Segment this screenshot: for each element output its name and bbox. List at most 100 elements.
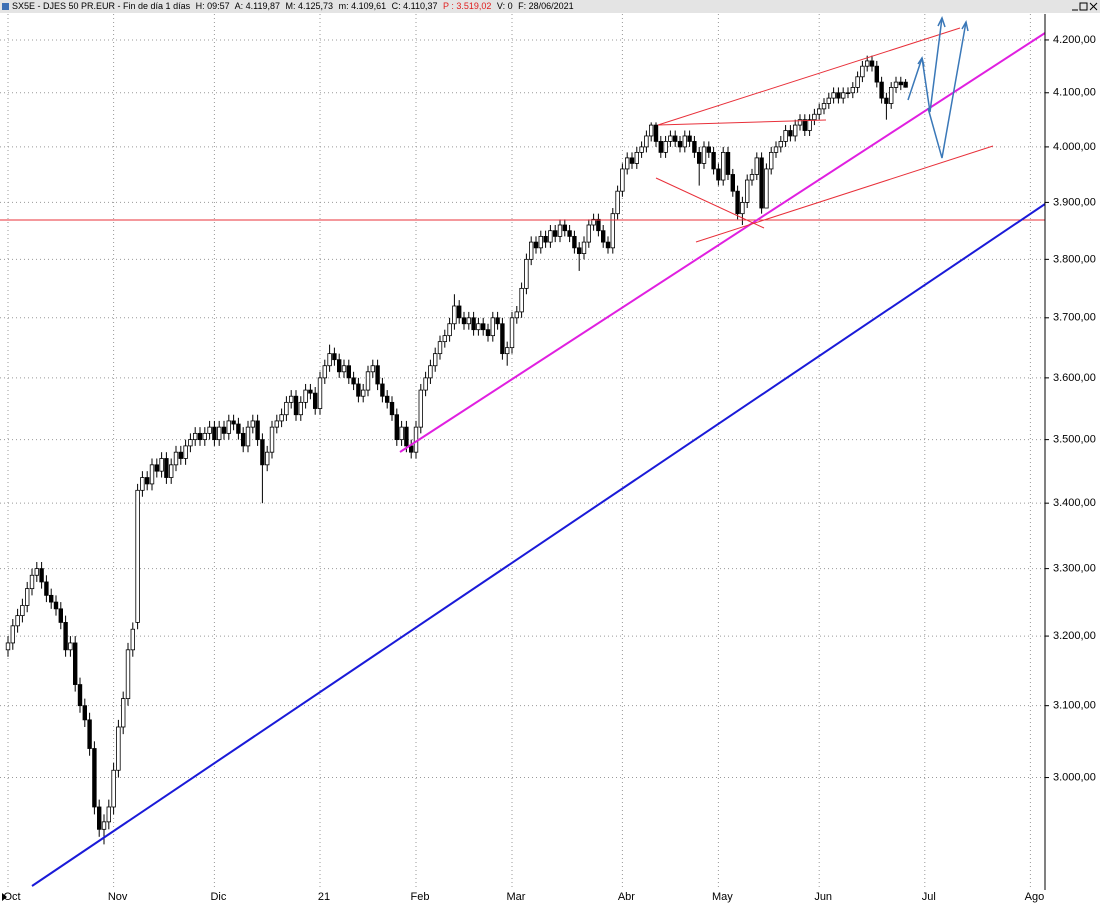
candle-body	[793, 124, 798, 137]
candle-body	[250, 420, 255, 428]
candle-body	[826, 97, 831, 104]
candle-body	[778, 141, 783, 148]
candle-body	[452, 305, 457, 325]
y-tick-label: 4.100,00	[1053, 87, 1096, 99]
candle-body	[168, 464, 174, 478]
candle-body	[721, 151, 726, 181]
x-tick-label: 21	[318, 891, 330, 903]
candle-body	[740, 202, 745, 215]
candle-body	[701, 146, 707, 164]
candle-body	[831, 92, 836, 99]
candle-body	[135, 489, 140, 623]
candle-body	[39, 568, 44, 583]
candle-body	[5, 642, 11, 651]
candle-body	[548, 230, 553, 243]
candle-body	[269, 426, 275, 453]
candle-body	[20, 605, 25, 617]
candle-body	[394, 414, 399, 441]
candle-body	[524, 258, 529, 289]
candle-body	[480, 323, 486, 331]
candle-body	[173, 451, 179, 466]
candle-body	[370, 365, 375, 373]
candle-body	[389, 401, 395, 416]
candle-body	[797, 119, 803, 126]
candle-body	[53, 601, 59, 610]
candle-body	[312, 392, 318, 409]
candle-body	[29, 574, 35, 590]
candle-body	[212, 426, 217, 441]
candle-body	[812, 113, 817, 121]
channel-line	[657, 27, 961, 126]
candle-body	[279, 414, 284, 422]
header-title: SX5E - DJES 50 PR.EUR - Fin de día 1 día…	[12, 1, 191, 11]
candle-body	[130, 628, 135, 651]
candle-body	[735, 190, 740, 215]
candle-body	[802, 119, 807, 131]
candle-body	[365, 371, 371, 391]
candle-body	[783, 130, 788, 142]
candle-body	[543, 235, 548, 243]
candle-body	[178, 451, 183, 459]
header-field: m: 4.109,61	[339, 1, 387, 11]
scroll-marker	[2, 893, 7, 901]
candle-body	[629, 157, 635, 164]
candle-body	[821, 103, 827, 110]
close[interactable]	[1089, 2, 1098, 11]
header-field: A: 4.119,87	[235, 1, 280, 11]
candle-body	[581, 241, 587, 254]
x-tick-label: Abr	[618, 891, 635, 903]
candle-body	[149, 464, 155, 485]
forecast-arrow	[907, 17, 943, 113]
candle-body	[404, 426, 409, 447]
candle-body	[317, 377, 323, 409]
candle-body	[865, 60, 870, 67]
maximize[interactable]	[1079, 2, 1088, 11]
header-field: F: 28/06/2021	[518, 1, 574, 11]
candle-body	[716, 168, 721, 181]
window-controls[interactable]	[1072, 2, 1098, 11]
x-tick-label: Jun	[814, 891, 832, 903]
candle-body	[697, 151, 702, 164]
x-tick-label: Jul	[922, 891, 936, 903]
candle-body	[615, 190, 620, 215]
candle-body	[49, 594, 54, 603]
candle-body	[504, 347, 510, 355]
header-field: M: 4.125,73	[286, 1, 334, 11]
candle-body	[245, 426, 251, 447]
candle-body	[188, 439, 193, 447]
candle-body	[154, 464, 159, 472]
candle-body	[509, 317, 515, 349]
header-text: SX5E - DJES 50 PR.EUR - Fin de día 1 día…	[12, 1, 574, 11]
candle-body	[418, 389, 423, 428]
candle-body	[380, 383, 385, 397]
candle-body	[730, 174, 735, 192]
candle-body	[706, 146, 711, 153]
forecast-arrow	[927, 21, 967, 159]
x-tick-label: Mar	[507, 891, 526, 903]
candle-body	[557, 224, 563, 237]
candle-body	[586, 224, 591, 243]
candle-body	[303, 389, 308, 403]
y-tick-label: 3.600,00	[1053, 372, 1096, 384]
candle-body	[601, 230, 606, 243]
x-tick-label: Oct	[3, 891, 20, 903]
candle-body	[336, 359, 342, 373]
candle-body	[111, 769, 116, 808]
candle-body	[15, 615, 20, 627]
candle-body	[106, 806, 111, 823]
candle-body	[644, 135, 649, 148]
candle-body	[77, 684, 83, 707]
candle-body	[668, 135, 673, 142]
candle-body	[82, 705, 87, 721]
candle-body	[625, 157, 630, 170]
candle-body	[841, 92, 846, 99]
candle-body	[711, 151, 716, 170]
trend-line	[399, 32, 1046, 453]
candle-body	[620, 168, 625, 192]
y-tick-label: 3.300,00	[1053, 563, 1096, 575]
candle-body	[764, 168, 769, 209]
candle-body	[384, 395, 390, 403]
candle-body	[442, 335, 447, 343]
y-tick-label: 3.100,00	[1053, 700, 1096, 712]
